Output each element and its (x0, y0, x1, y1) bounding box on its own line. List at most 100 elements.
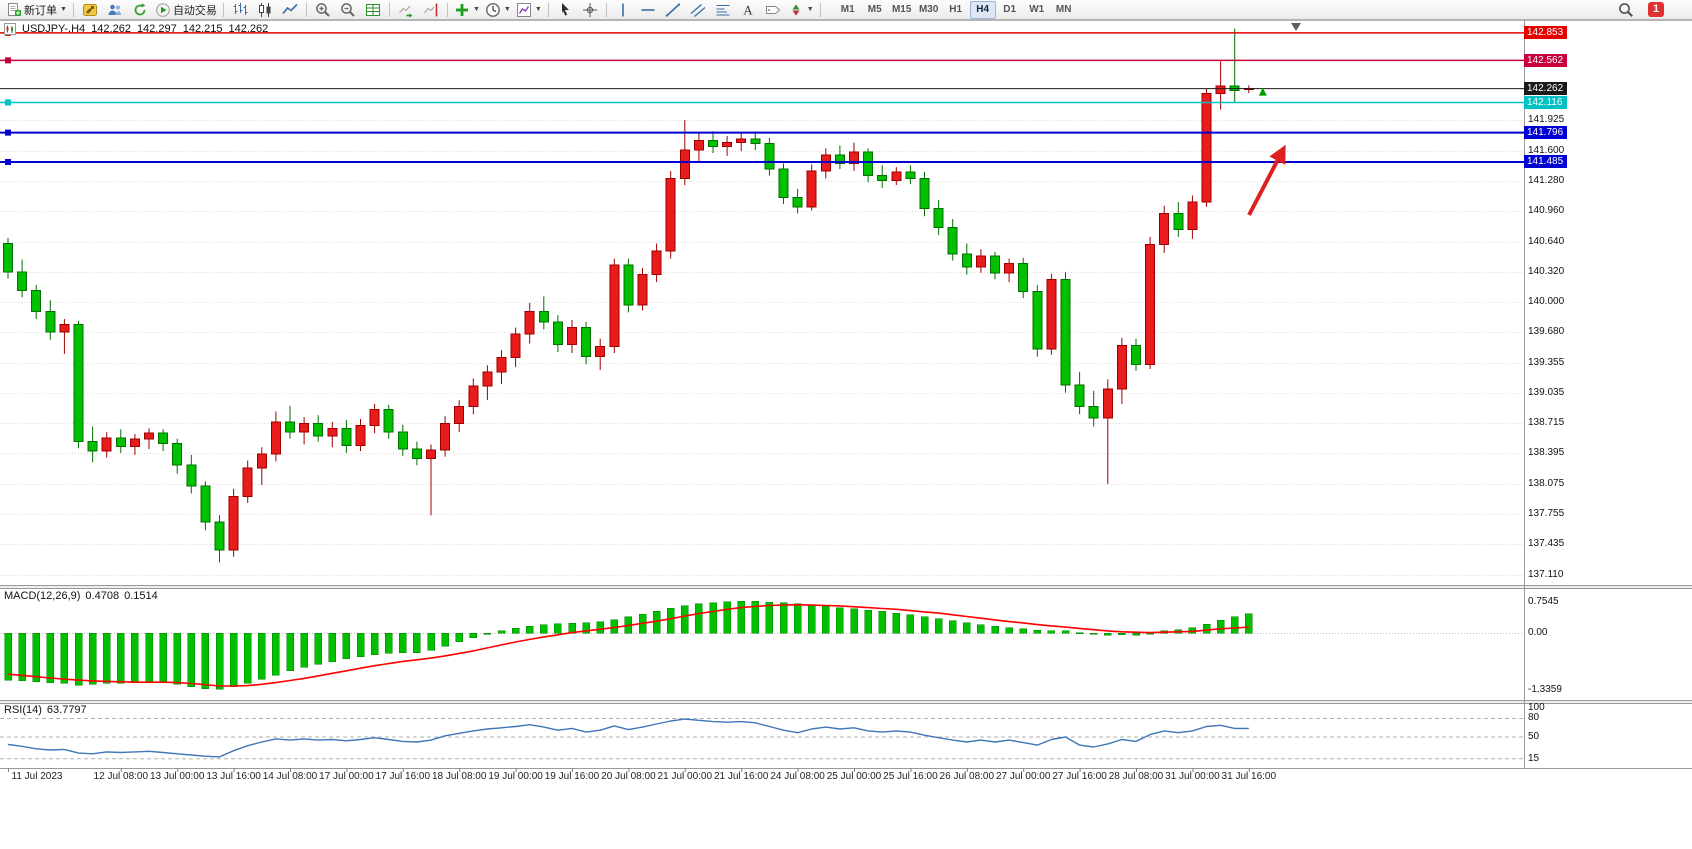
toolbar-right: 1 (1614, 1, 1664, 19)
chart-shift-button[interactable] (419, 1, 443, 19)
timeframe-w1-button[interactable]: W1 (1029, 3, 1045, 15)
rsi-line (7, 718, 1249, 758)
chevron-down-icon: ▼ (472, 6, 480, 13)
toolbar-separator (305, 2, 307, 17)
crosshair-button[interactable] (578, 1, 602, 19)
zoom-in-icon (315, 2, 331, 18)
hline-icon (640, 2, 656, 18)
zoom-out-icon (340, 2, 356, 18)
macd-splitter[interactable] (0, 585, 1692, 589)
timeframe-m1-button[interactable]: M1 (840, 3, 855, 15)
template-icon (516, 2, 532, 18)
play-icon (155, 2, 171, 18)
cursor-button[interactable] (553, 1, 577, 19)
timeframe-m15-button[interactable]: M15 (891, 3, 912, 15)
hammer-icon (82, 2, 98, 18)
rsi-splitter[interactable] (0, 700, 1692, 704)
timeframe-m5-button[interactable]: M5 (867, 3, 882, 15)
hline-142.116[interactable] (0, 99, 1524, 106)
toolbar-separator (72, 2, 74, 17)
line-chart-button[interactable] (278, 1, 302, 19)
toolbar-separator (446, 2, 448, 17)
timeframe-mn-button[interactable]: MN (1055, 3, 1072, 15)
trend-icon (665, 2, 681, 18)
candles-icon (257, 2, 273, 18)
cursor-icon (557, 2, 573, 18)
timeframe-h4-button[interactable]: H4 (969, 0, 996, 19)
hline-handle[interactable] (5, 57, 11, 64)
zoom-in-button[interactable] (311, 1, 335, 19)
toolbar-separator (222, 2, 224, 17)
new-order-label: 新订单 (24, 4, 57, 17)
chart-shift-icon (423, 2, 439, 18)
hline-142.562[interactable] (0, 57, 1524, 64)
search-button[interactable] (1614, 1, 1638, 19)
equidistant-channel-button[interactable] (686, 1, 710, 19)
auto-scroll-button[interactable] (394, 1, 418, 19)
hline-handle[interactable] (5, 29, 11, 36)
hline-handle[interactable] (5, 99, 11, 106)
fibo-icon (715, 2, 731, 18)
zoom-out-button[interactable] (336, 1, 360, 19)
doc-plus-icon (6, 2, 22, 18)
trendline-button[interactable] (661, 1, 685, 19)
candlestick-chart-button[interactable] (253, 1, 277, 19)
text-button[interactable]: A (736, 1, 760, 19)
auto-trading-button[interactable]: 自动交易 (153, 1, 219, 19)
bar-chart-button[interactable] (228, 1, 252, 19)
refresh-icon (132, 2, 148, 18)
templates-button[interactable]: ▼ (514, 1, 544, 19)
plus-chart-icon (454, 2, 470, 18)
annotation-arrow[interactable] (1247, 144, 1286, 216)
channel-icon (690, 2, 706, 18)
indicators-button[interactable]: ▼ (452, 1, 482, 19)
hline-handle[interactable] (5, 158, 11, 165)
toolbar-buttons: 新订单 ▼ 自动交易 ▼ ▼ ▼ A ▼ (4, 1, 824, 19)
new-order-button[interactable]: 新订单 ▼ (4, 1, 69, 19)
macd-histogram (4, 601, 1253, 690)
svg-text:A: A (743, 2, 753, 17)
hline-142.853[interactable] (0, 29, 1524, 36)
toolbar-separator (547, 2, 549, 17)
tile-windows-button[interactable] (361, 1, 385, 19)
timeframe-d1-button[interactable]: D1 (1003, 3, 1017, 15)
hline-141.485[interactable] (0, 158, 1524, 165)
horizontal-line-button[interactable] (636, 1, 660, 19)
text-icon: A (740, 2, 756, 18)
chevron-down-icon: ▼ (503, 6, 511, 13)
fibonacci-retracement-button[interactable] (711, 1, 735, 19)
candlesticks (3, 28, 1254, 563)
notification-badge[interactable]: 1 (1648, 2, 1664, 17)
arrows-button[interactable]: ▼ (786, 1, 816, 19)
line-icon (282, 2, 298, 18)
chart-arrow-icon (398, 2, 414, 18)
toolbar-separator (388, 2, 390, 17)
vline-icon (615, 2, 631, 18)
clock-icon (485, 2, 501, 18)
refresh-button[interactable] (128, 1, 152, 19)
bars-icon (232, 2, 248, 18)
arrows-icon (788, 2, 804, 18)
text-label-button[interactable] (761, 1, 785, 19)
chevron-down-icon: ▼ (60, 6, 67, 13)
main-toolbar: 新订单 ▼ 自动交易 ▼ ▼ ▼ A ▼ M1 M5 M15 M30 H1 H4 D1 W1 MN 1 (0, 0, 1692, 20)
chart-shift-marker[interactable] (1291, 23, 1301, 31)
profiles-button[interactable] (103, 1, 127, 19)
chevron-down-icon: ▼ (806, 6, 814, 13)
timeframe-h1-button[interactable]: H1 (949, 3, 963, 15)
toolbar-separator (819, 2, 821, 17)
new-chart-button[interactable] (78, 1, 102, 19)
vertical-line-button[interactable] (611, 1, 635, 19)
people-icon (107, 2, 123, 18)
hline-141.796[interactable] (0, 129, 1524, 136)
toolbar-separator (605, 2, 607, 17)
crosshair-icon (582, 2, 598, 18)
search-icon (1618, 2, 1634, 18)
last-tick-arrow-icon (1258, 87, 1267, 96)
timeframe-m30-button[interactable]: M30 (918, 3, 939, 15)
timeframe-toolbar: M1 M5 M15 M30 H1 H4 D1 W1 MN (835, 0, 1077, 19)
periods-button[interactable]: ▼ (483, 1, 513, 19)
hline-handle[interactable] (5, 129, 11, 136)
macd-signal-line (7, 603, 1249, 687)
